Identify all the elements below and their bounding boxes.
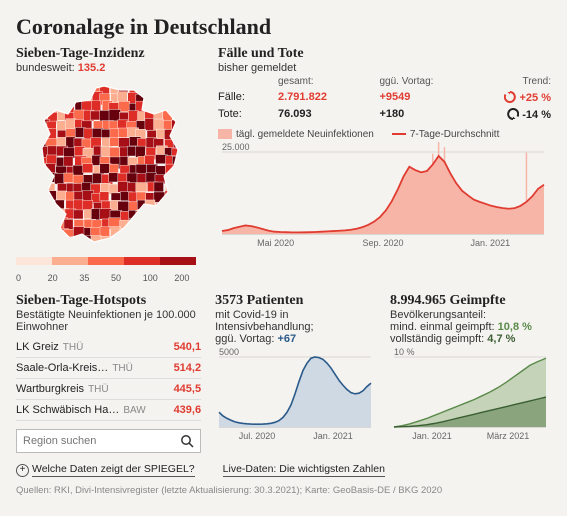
vacc-chart: 10 % Jan. 2021 März 2021: [390, 345, 550, 441]
vacc-count: 8.994.965: [390, 293, 446, 308]
svg-text:Jul. 2020: Jul. 2020: [239, 431, 276, 441]
vacc-full: 4,7 %: [487, 333, 515, 345]
svg-text:Jan. 2021: Jan. 2021: [412, 431, 452, 441]
col-trend: Trend:: [481, 76, 551, 87]
vacc-section: 8.994.965 Geimpfte Bevölkerungsanteil: m…: [390, 293, 551, 453]
hotspots-heading: Sieben-Tage-Hotspots: [16, 293, 201, 309]
cases-chart: 25.000 Mai 2020 Sep. 2020 Jan. 2021: [218, 140, 548, 248]
hotspots-section: Sieben-Tage-Hotspots Bestätigte Neuinfek…: [16, 293, 201, 453]
row-faelle-total: 2.791.822: [278, 91, 372, 104]
icu-sub1: mit Covid-19 in: [215, 309, 376, 321]
map-legend-ticks: 0203550100200: [16, 273, 206, 283]
svg-text:Sep. 2020: Sep. 2020: [362, 238, 403, 248]
vacc-sub2-pre: mind. einmal geimpft:: [390, 321, 498, 333]
icu-chart: 5000 Jul. 2020 Jan. 2021: [215, 345, 375, 441]
col-total: gesamt:: [278, 76, 372, 87]
row-faelle-trend: +25 %: [481, 91, 551, 104]
row-tote-label: Tote:: [218, 108, 270, 121]
svg-text:Mai 2020: Mai 2020: [257, 238, 294, 248]
svg-text:25.000: 25.000: [222, 142, 250, 152]
incidence-section: Sieben-Tage-Inzidenz bundesweit: 135.2 0…: [16, 46, 206, 283]
cases-heading: Fälle und Tote: [218, 46, 551, 62]
icu-section: 3573 Patienten mit Covid-19 in Intensivb…: [215, 293, 376, 453]
row-faelle-delta: +9549: [380, 91, 474, 104]
map-legend-bar: [16, 257, 196, 265]
row-faelle-label: Fälle:: [218, 91, 270, 104]
footer-link-b[interactable]: Live-Daten: Die wichtigsten Zahlen: [223, 463, 385, 477]
incidence-value: 135.2: [78, 62, 106, 74]
trend-down-icon: [507, 108, 519, 120]
page-title: Coronalage in Deutschland: [16, 14, 551, 40]
germany-map: [16, 80, 196, 250]
svg-text:5000: 5000: [219, 347, 239, 357]
icu-sub2: Intensivbehandlung;: [215, 321, 376, 333]
svg-text:März 2021: März 2021: [487, 431, 530, 441]
hotspot-search[interactable]: [16, 429, 201, 453]
hotspots-subtext: Bestätigte Neuinfektionen je 100.000 Ein…: [16, 309, 201, 333]
vacc-sub3-pre: vollständig geimpft:: [390, 333, 487, 345]
col-delta: ggü. Vortag:: [380, 76, 474, 87]
incidence-heading: Sieben-Tage-Inzidenz: [16, 46, 206, 62]
hotspot-list: LK GreizTHÜ540,1Saale-Orla-Kreis…THÜ514,…: [16, 337, 201, 421]
hotspot-row[interactable]: LK Schwäbisch Ha…BAW439,6: [16, 400, 201, 421]
footer-links: +Welche Daten zeigt der SPIEGEL? Live-Da…: [16, 463, 551, 477]
hotspot-row[interactable]: Saale-Orla-Kreis…THÜ514,2: [16, 358, 201, 379]
plus-icon: +: [16, 464, 29, 477]
row-tote-delta: +180: [380, 108, 474, 121]
svg-text:Jan. 2021: Jan. 2021: [471, 238, 511, 248]
svg-text:10 %: 10 %: [394, 347, 415, 357]
trend-up-icon: [504, 91, 516, 103]
icu-heading-rest: Patienten: [247, 293, 304, 308]
hotspot-row[interactable]: LK GreizTHÜ540,1: [16, 337, 201, 358]
vacc-heading-rest: Geimpfte: [450, 293, 506, 308]
icu-delta: +67: [277, 333, 296, 345]
icu-count: 3573: [215, 293, 243, 308]
cases-subtext: bisher gemeldet: [218, 62, 551, 74]
icu-sub3-pre: ggü. Vortag:: [215, 333, 277, 345]
footer-link-a[interactable]: +Welche Daten zeigt der SPIEGEL?: [16, 463, 195, 477]
cases-section: Fälle und Tote bisher gemeldet gesamt: g…: [206, 46, 551, 283]
row-tote-trend: -14 %: [481, 108, 551, 121]
cases-chart-legend: tägl. gemeldete Neuinfektionen 7-Tage-Du…: [218, 129, 551, 140]
search-input[interactable]: [23, 435, 180, 447]
vacc-sub1: Bevölkerungsanteil:: [390, 309, 551, 321]
incidence-subtext: bundesweit:: [16, 62, 75, 74]
vacc-once: 10,8 %: [498, 321, 532, 333]
cases-stats-grid: gesamt: ggü. Vortag: Trend: Fälle: 2.791…: [218, 76, 551, 121]
row-tote-total: 76.093: [278, 108, 372, 121]
hotspot-row[interactable]: WartburgkreisTHÜ445,5: [16, 379, 201, 400]
sources: Quellen: RKI, Divi-Intensivregister (let…: [16, 485, 551, 496]
search-icon: [180, 434, 194, 448]
svg-text:Jan. 2021: Jan. 2021: [313, 431, 353, 441]
